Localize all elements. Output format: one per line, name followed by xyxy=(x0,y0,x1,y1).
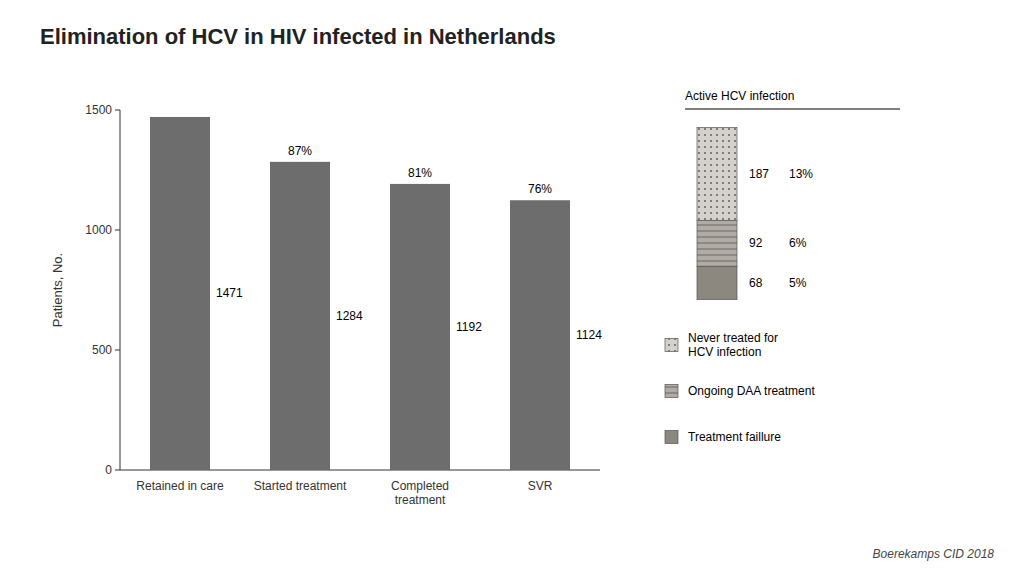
stacked-segment xyxy=(697,220,737,266)
text-line: HCV infection xyxy=(688,345,761,359)
y-tick xyxy=(115,350,120,351)
inset-rule xyxy=(685,109,900,110)
segment-value-label: 187 xyxy=(749,167,769,181)
bar xyxy=(150,117,210,470)
data-label: 1192 xyxy=(456,320,482,334)
y-tick xyxy=(115,230,120,231)
segment-percentage-label: 5% xyxy=(789,276,807,290)
text-line: Completed xyxy=(391,479,449,493)
data-label: 1124 xyxy=(576,328,602,342)
footnote: Boerekamps CID 2018 xyxy=(873,547,995,561)
bar xyxy=(270,162,330,470)
legend-swatch xyxy=(665,385,678,398)
segment-percentage-label: 13% xyxy=(789,167,813,181)
data-label: 1284 xyxy=(336,309,363,323)
x-tick-label: Completedtreatment xyxy=(391,479,449,507)
stacked-segment xyxy=(697,127,737,220)
inset-bars xyxy=(697,127,737,300)
bar xyxy=(510,200,570,470)
title: Elimination of HCV in HIV infected in Ne… xyxy=(40,24,556,49)
legend: Never treated forHCV infection Ongoing DA… xyxy=(665,331,815,444)
legend-label: Ongoing DAA treatment xyxy=(688,384,815,398)
percentage-label: 76% xyxy=(528,182,552,196)
legend-swatch xyxy=(665,431,678,444)
text-line: treatment xyxy=(395,493,446,507)
percentage-label: 81% xyxy=(408,166,432,180)
bars xyxy=(150,117,570,470)
y-tick-label: 500 xyxy=(92,343,112,357)
legend-label: Never treated forHCV infection xyxy=(688,331,778,359)
legend-label: Treatment faillure xyxy=(688,430,781,444)
bar xyxy=(390,184,450,470)
labels: Retained in care Started treatment Complet… xyxy=(136,144,602,507)
legend-swatch xyxy=(665,339,678,352)
data-label: 1471 xyxy=(216,286,243,300)
text-line: Never treated for xyxy=(688,331,778,345)
y-axis-label: Patients, No. xyxy=(50,253,65,327)
x-tick-label: SVR xyxy=(528,479,553,493)
y-axis: 0 500 1000 1500 xyxy=(85,103,120,477)
y-axis-line xyxy=(120,110,121,470)
y-tick xyxy=(115,110,120,111)
y-tick-label: 1500 xyxy=(85,103,112,117)
chart-svg: Elimination of HCV in HIV infected in Ne… xyxy=(0,0,1024,576)
stacked-segment xyxy=(697,266,737,300)
x-tick-label: Retained in care xyxy=(136,479,224,493)
percentage-label: 87% xyxy=(288,144,312,158)
y-tick xyxy=(115,470,120,471)
y-tick-label: 1000 xyxy=(85,223,112,237)
inset-title: Active HCV infection xyxy=(685,89,794,103)
inset-labels: 68 5% 92 6% 187 13% xyxy=(749,167,813,290)
segment-percentage-label: 6% xyxy=(789,236,807,250)
chart-container: Elimination of HCV in HIV infected in Ne… xyxy=(0,0,1024,576)
segment-value-label: 68 xyxy=(749,276,763,290)
x-tick-label: Started treatment xyxy=(254,479,347,493)
segment-value-label: 92 xyxy=(749,236,763,250)
y-tick-label: 0 xyxy=(105,463,112,477)
